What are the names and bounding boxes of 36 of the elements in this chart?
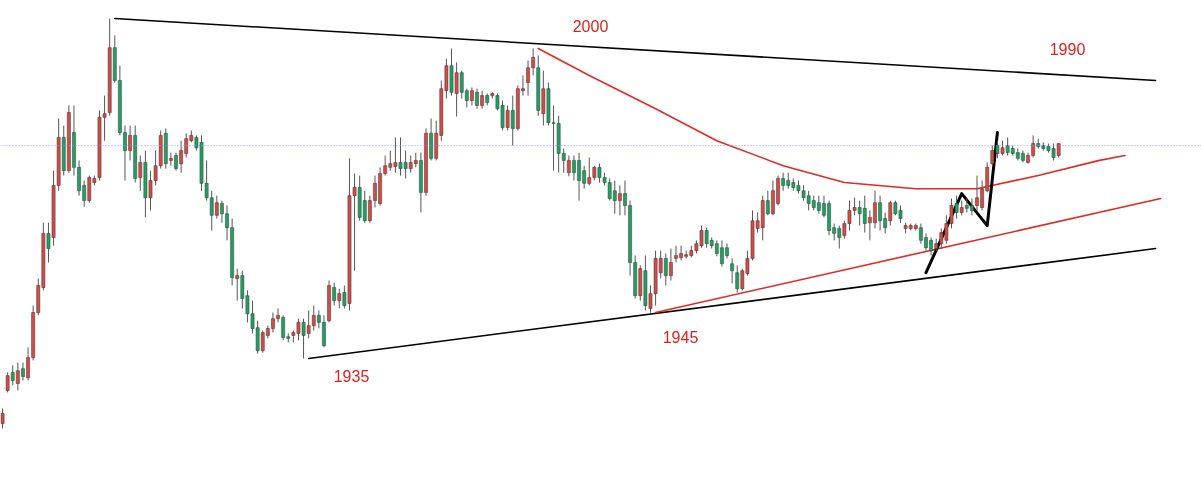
candlestick bbox=[169, 152, 173, 167]
candlestick bbox=[618, 184, 622, 216]
candlestick bbox=[990, 145, 995, 167]
candlestick bbox=[5, 371, 10, 393]
annotation: 1945 bbox=[662, 328, 699, 346]
candlestick bbox=[510, 95, 515, 147]
candlestick bbox=[663, 252, 668, 286]
candlestick bbox=[16, 362, 20, 391]
candlestick bbox=[235, 268, 240, 302]
candlestick bbox=[505, 104, 510, 131]
candlestick bbox=[669, 248, 673, 282]
candlestick bbox=[174, 152, 178, 172]
candlestick bbox=[470, 86, 474, 106]
candlestick bbox=[475, 88, 479, 110]
candlestick bbox=[567, 154, 571, 177]
candlestick bbox=[337, 288, 342, 309]
candlestick bbox=[0, 407, 5, 430]
candlestick bbox=[138, 154, 143, 192]
annotation: 1935 bbox=[333, 367, 370, 385]
candlestick bbox=[480, 90, 484, 110]
candlestick bbox=[301, 318, 306, 359]
candlestick bbox=[454, 61, 459, 118]
candlestick bbox=[214, 195, 219, 220]
candlestick bbox=[46, 222, 51, 263]
candlestick bbox=[128, 125, 132, 161]
annotation: 2000 bbox=[572, 17, 609, 35]
candlestick bbox=[888, 200, 893, 227]
candlestick bbox=[21, 362, 25, 382]
candlestick bbox=[342, 284, 347, 309]
candlestick bbox=[730, 257, 734, 284]
candlestick bbox=[10, 364, 15, 386]
candlestick bbox=[735, 264, 740, 293]
candlestick bbox=[954, 195, 959, 220]
candlestick bbox=[332, 282, 336, 307]
candlestick bbox=[766, 190, 770, 216]
annotation: 1990 bbox=[1049, 40, 1086, 58]
